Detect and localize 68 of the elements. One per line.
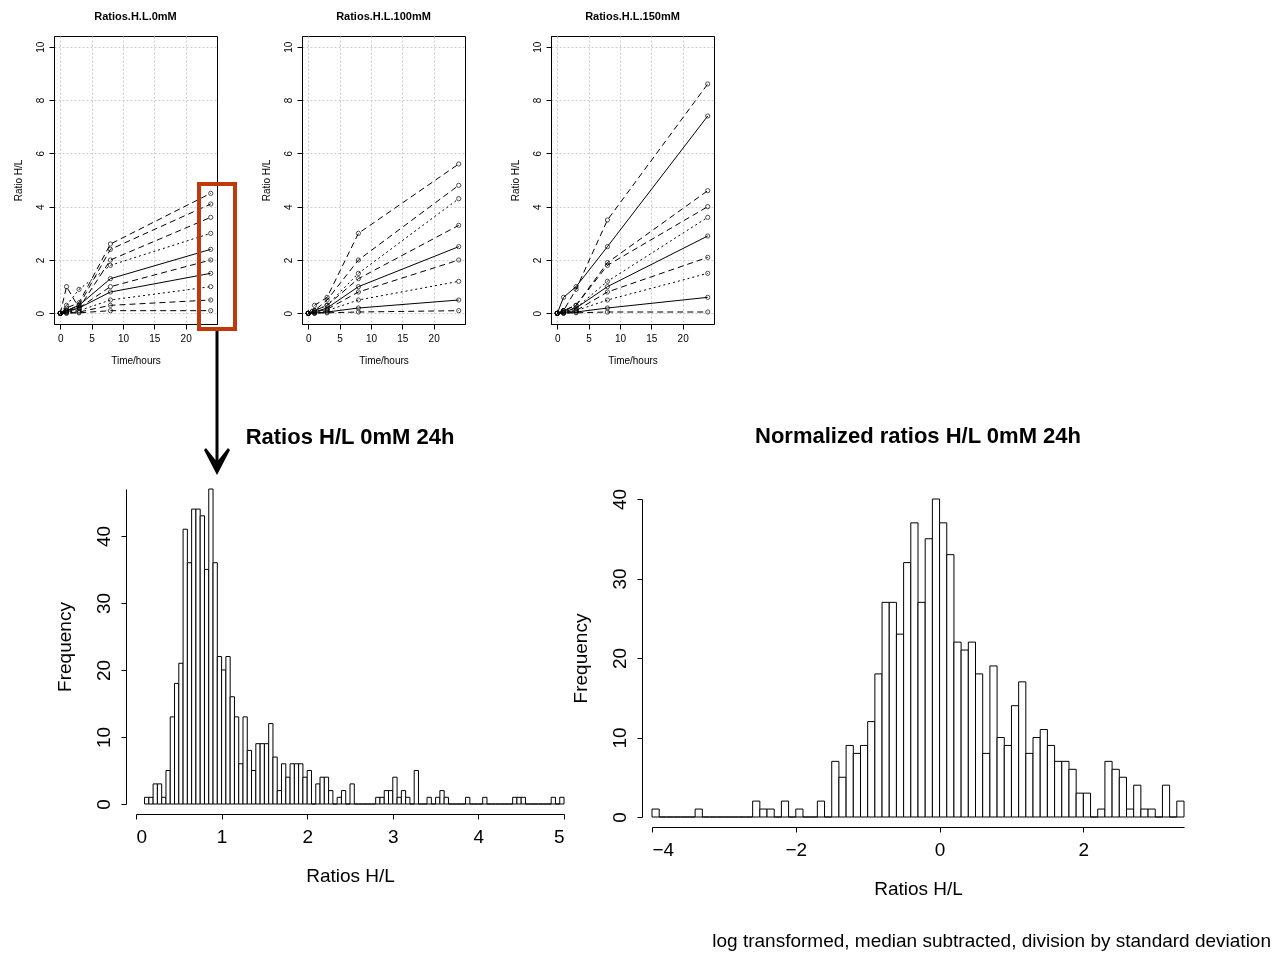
x-tick-label: 0	[305, 332, 312, 344]
y-tick-label: 40	[608, 488, 630, 511]
y-tick-label: 6	[282, 150, 294, 157]
chart-title: Ratios.H.L.100mM	[336, 10, 431, 22]
x-tick-label: 2	[1078, 838, 1090, 860]
x-axis-title: Time/hours	[111, 354, 161, 366]
x-tick-label: 3	[388, 825, 399, 847]
y-tick-label: 2	[34, 257, 46, 264]
y-tick-label: 0	[34, 310, 46, 317]
y-tick-label: 10	[531, 41, 543, 53]
y-tick-label: 4	[531, 203, 543, 210]
x-tick-label: 15	[646, 332, 658, 344]
y-tick-label: 6	[34, 150, 46, 157]
x-tick-label: 15	[149, 332, 161, 344]
y-tick-label: 0	[282, 310, 294, 317]
y-tick-label: 20	[608, 647, 630, 670]
x-axis-title: Ratios H/L	[874, 877, 963, 899]
y-axis-title: Ratio H/L	[12, 159, 24, 202]
x-tick-label: 0	[57, 332, 64, 344]
text: log transformed, median subtracted, division by standard deviation	[712, 930, 1271, 952]
x-tick-label: 20	[677, 332, 690, 344]
x-axis-title: Time/hours	[359, 354, 409, 366]
x-tick-label: 15	[397, 332, 409, 344]
x-tick-label: 5	[553, 825, 565, 847]
x-tick-label: 0	[136, 825, 148, 847]
y-tick-label: 0	[531, 310, 543, 317]
x-tick-label: 2	[302, 825, 313, 847]
y-tick-label: 6	[531, 150, 543, 157]
x-tick-label: 5	[586, 332, 593, 344]
y-tick-label: 10	[34, 41, 46, 53]
x-tick-label: 1	[216, 825, 228, 847]
x-tick-label: 10	[365, 332, 378, 344]
y-tick-label: 40	[92, 525, 114, 547]
x-tick-label: 20	[180, 332, 193, 344]
y-tick-label: 10	[608, 727, 630, 749]
y-tick-label: 2	[282, 257, 294, 264]
x-tick-label: 4	[473, 825, 485, 847]
y-tick-label: 30	[608, 568, 630, 590]
y-tick-label: 2	[531, 257, 543, 264]
y-tick-label: 8	[282, 97, 294, 104]
y-tick-label: 0	[608, 812, 630, 823]
chart-title: Ratios.H.L.150mM	[585, 10, 680, 22]
y-tick-label: 4	[34, 203, 46, 210]
y-tick-label: 30	[92, 592, 114, 615]
chart-title: Ratios H/L 0mM 24h	[245, 423, 455, 449]
y-tick-label: 8	[531, 97, 543, 104]
y-tick-label: 10	[282, 41, 294, 53]
y-tick-label: 4	[282, 203, 294, 210]
x-tick-label: −4	[652, 838, 675, 860]
x-tick-label: 5	[89, 332, 96, 344]
x-axis-title: Ratios H/L	[306, 864, 395, 886]
x-tick-label: 10	[117, 332, 130, 344]
y-axis-title: Ratio H/L	[509, 159, 521, 202]
x-tick-label: 0	[934, 838, 946, 860]
y-axis-title: Ratio H/L	[260, 159, 272, 202]
y-tick-label: 10	[92, 726, 114, 749]
x-tick-label: 0	[554, 332, 561, 344]
x-tick-label: 5	[337, 332, 344, 344]
y-tick-label: 20	[92, 659, 114, 682]
y-tick-label: 0	[92, 799, 114, 810]
x-axis-title: Time/hours	[608, 354, 658, 366]
y-tick-label: 8	[34, 97, 46, 104]
y-axis-title: Frequency	[569, 613, 591, 704]
y-axis-title: Frequency	[53, 601, 75, 692]
chart-title: Normalized ratios H/L 0mM 24h	[754, 423, 1082, 449]
x-tick-label: −2	[785, 838, 808, 860]
x-tick-label: 20	[428, 332, 441, 344]
chart-title: Ratios.H.L.0mM	[94, 10, 177, 22]
